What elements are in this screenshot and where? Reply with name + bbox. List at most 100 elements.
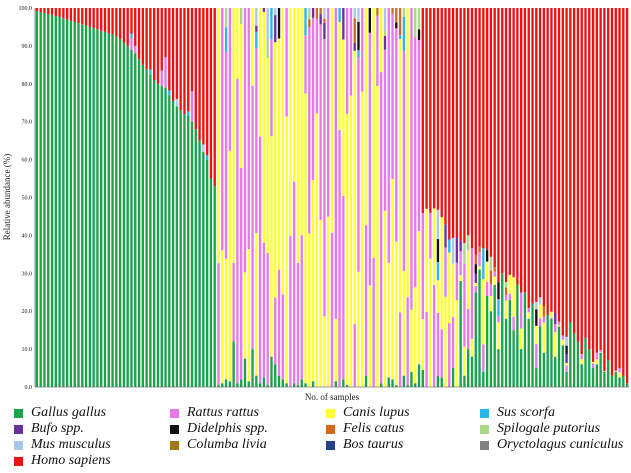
bar-segment-gallus-gallus xyxy=(221,383,224,387)
bar-segment-canis-lupus xyxy=(410,309,413,372)
bar-segment-homo-sapiens xyxy=(111,8,114,35)
bar-segment-gallus-gallus xyxy=(572,333,576,387)
bar-segment-sus-scorfa xyxy=(205,155,209,160)
bar-segment-homo-sapiens xyxy=(448,8,451,240)
bar-segment-rattus-rattus xyxy=(421,213,424,320)
bar-segment-rattus-rattus xyxy=(591,363,595,369)
legend-swatch xyxy=(326,440,335,450)
bar-segment-homo-sapiens xyxy=(489,8,493,257)
bar-segment-felis-catus xyxy=(376,8,379,16)
bar-segment-didelphis-spp xyxy=(357,21,360,51)
bar-segment-spilogale-putorius xyxy=(308,12,311,20)
bar-segment-canis-lupus xyxy=(474,282,477,287)
bar-segment-didelphis-spp xyxy=(565,345,568,355)
bar-segment-mus-musculus xyxy=(308,8,311,13)
bar-segment-canis-lupus xyxy=(406,8,409,298)
bar-segment-gallus-gallus xyxy=(622,375,625,387)
bar-segment-homo-sapiens xyxy=(43,8,46,13)
bar-segment-gallus-gallus xyxy=(39,12,42,387)
legend-item-mus-musculus: Mus musculus xyxy=(14,437,111,453)
bar-segment-gallus-gallus xyxy=(561,345,564,387)
bar-segment-bufo-spp xyxy=(255,25,258,32)
legend-swatch xyxy=(170,408,179,418)
bar-segment-gallus-gallus xyxy=(251,349,254,387)
bar-segment-canis-lupus xyxy=(387,262,390,378)
bar-segment-rattus-rattus xyxy=(190,91,194,122)
bar-segment-canis-lupus xyxy=(429,258,432,387)
bar-segment-homo-sapiens xyxy=(73,8,76,23)
bar-segment-homo-sapiens xyxy=(572,8,576,334)
bar-segment-canis-lupus xyxy=(459,275,462,281)
bar-segment-gallus-gallus xyxy=(467,349,470,387)
bar-segment-homo-sapiens xyxy=(103,8,107,32)
bar-segment-canis-lupus xyxy=(444,296,447,387)
bar-segment-canis-lupus xyxy=(489,296,493,312)
bar-segment-mus-musculus xyxy=(175,98,179,107)
bar-segment-rattus-rattus xyxy=(557,321,561,326)
bar-segment-homo-sapiens xyxy=(467,8,470,236)
bar-segment-gallus-gallus xyxy=(527,318,530,387)
bar-segment-gallus-gallus xyxy=(187,116,190,387)
bar-segment-homo-sapiens xyxy=(54,8,57,16)
bar-segment-rattus-rattus xyxy=(417,40,421,232)
bar-segment-felis-catus xyxy=(489,270,493,285)
y-axis-title: Relative abundance (%) xyxy=(2,154,12,240)
bar-segment-gallus-gallus xyxy=(217,385,220,387)
bar-segment-canis-lupus xyxy=(255,233,258,376)
bar-segment-homo-sapiens xyxy=(145,8,148,69)
bar-segment-bufo-spp xyxy=(311,8,315,18)
bar-segment-gallus-gallus xyxy=(209,178,213,387)
bar-segment-rattus-rattus xyxy=(614,370,617,372)
bar-segment-rattus-rattus xyxy=(221,8,224,251)
bar-segment-gallus-gallus xyxy=(183,114,186,388)
bar-segment-canis-lupus xyxy=(368,285,372,387)
bar-segment-rattus-rattus xyxy=(493,271,496,277)
bar-segment-spilogale-putorius xyxy=(383,30,387,37)
bar-segment-rattus-rattus xyxy=(236,78,239,384)
bar-segment-rattus-rattus xyxy=(266,252,269,386)
bar-segment-sus-scorfa xyxy=(338,8,341,23)
bar-segment-homo-sapiens xyxy=(130,8,133,34)
bar-segment-sus-scorfa xyxy=(402,17,406,51)
bar-segment-rattus-rattus xyxy=(467,309,470,350)
bar-segment-homo-sapiens xyxy=(497,8,500,283)
bar-segment-canis-lupus xyxy=(436,280,440,313)
bar-segment-rattus-rattus xyxy=(262,242,266,378)
bar-segment-gallus-gallus xyxy=(504,318,508,387)
bar-segment-canis-lupus xyxy=(258,8,262,137)
bar-segment-rattus-rattus xyxy=(406,297,409,386)
bar-segment-gallus-gallus xyxy=(156,83,160,388)
bar-segment-felis-catus xyxy=(398,8,402,36)
bar-segment-gallus-gallus xyxy=(557,326,561,387)
bar-segment-gallus-gallus xyxy=(122,42,126,388)
bars-group xyxy=(35,8,629,388)
bar-segment-rattus-rattus xyxy=(338,129,341,388)
bar-segment-gallus-gallus xyxy=(342,379,345,387)
bar-segment-homo-sapiens xyxy=(39,8,42,13)
bar-segment-gallus-gallus xyxy=(459,280,462,387)
bar-segment-rattus-rattus xyxy=(277,269,281,376)
legend-item-oryctolagus-cuniculus: Oryctolagus cuniculus xyxy=(480,437,623,453)
bar-segment-canis-lupus xyxy=(512,277,515,317)
bar-segment-canis-lupus xyxy=(262,11,266,243)
legend-item-columba-livia: Columba livia xyxy=(170,437,267,453)
bar-segment-gallus-gallus xyxy=(190,121,194,387)
bar-segment-felis-catus xyxy=(315,8,319,19)
bar-segment-rattus-rattus xyxy=(251,85,254,350)
bar-segment-homo-sapiens xyxy=(610,8,614,376)
bar-segment-gallus-gallus xyxy=(115,36,118,388)
bar-segment-canis-lupus xyxy=(240,24,243,169)
bar-segment-gallus-gallus xyxy=(387,377,390,387)
bar-segment-canis-lupus xyxy=(228,150,232,382)
bar-segment-gallus-gallus xyxy=(213,186,216,387)
bar-segment-canis-lupus xyxy=(478,266,481,270)
bar-segment-homo-sapiens xyxy=(550,8,553,312)
y-tick-label: 80.0 xyxy=(22,82,33,88)
bar-segment-gallus-gallus xyxy=(160,85,163,387)
bar-segment-homo-sapiens xyxy=(126,8,129,46)
bar-segment-gallus-gallus xyxy=(402,375,406,387)
bar-segment-gallus-gallus xyxy=(395,385,398,387)
bar-segment-gallus-gallus xyxy=(58,17,61,387)
bar-segment-canis-lupus xyxy=(266,58,269,253)
y-tick-label: 50.0 xyxy=(22,196,33,202)
